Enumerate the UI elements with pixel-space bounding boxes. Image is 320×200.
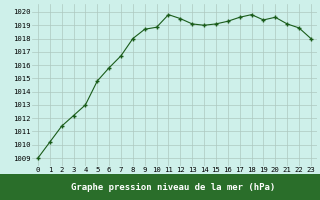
Text: Graphe pression niveau de la mer (hPa): Graphe pression niveau de la mer (hPa) (71, 182, 275, 192)
